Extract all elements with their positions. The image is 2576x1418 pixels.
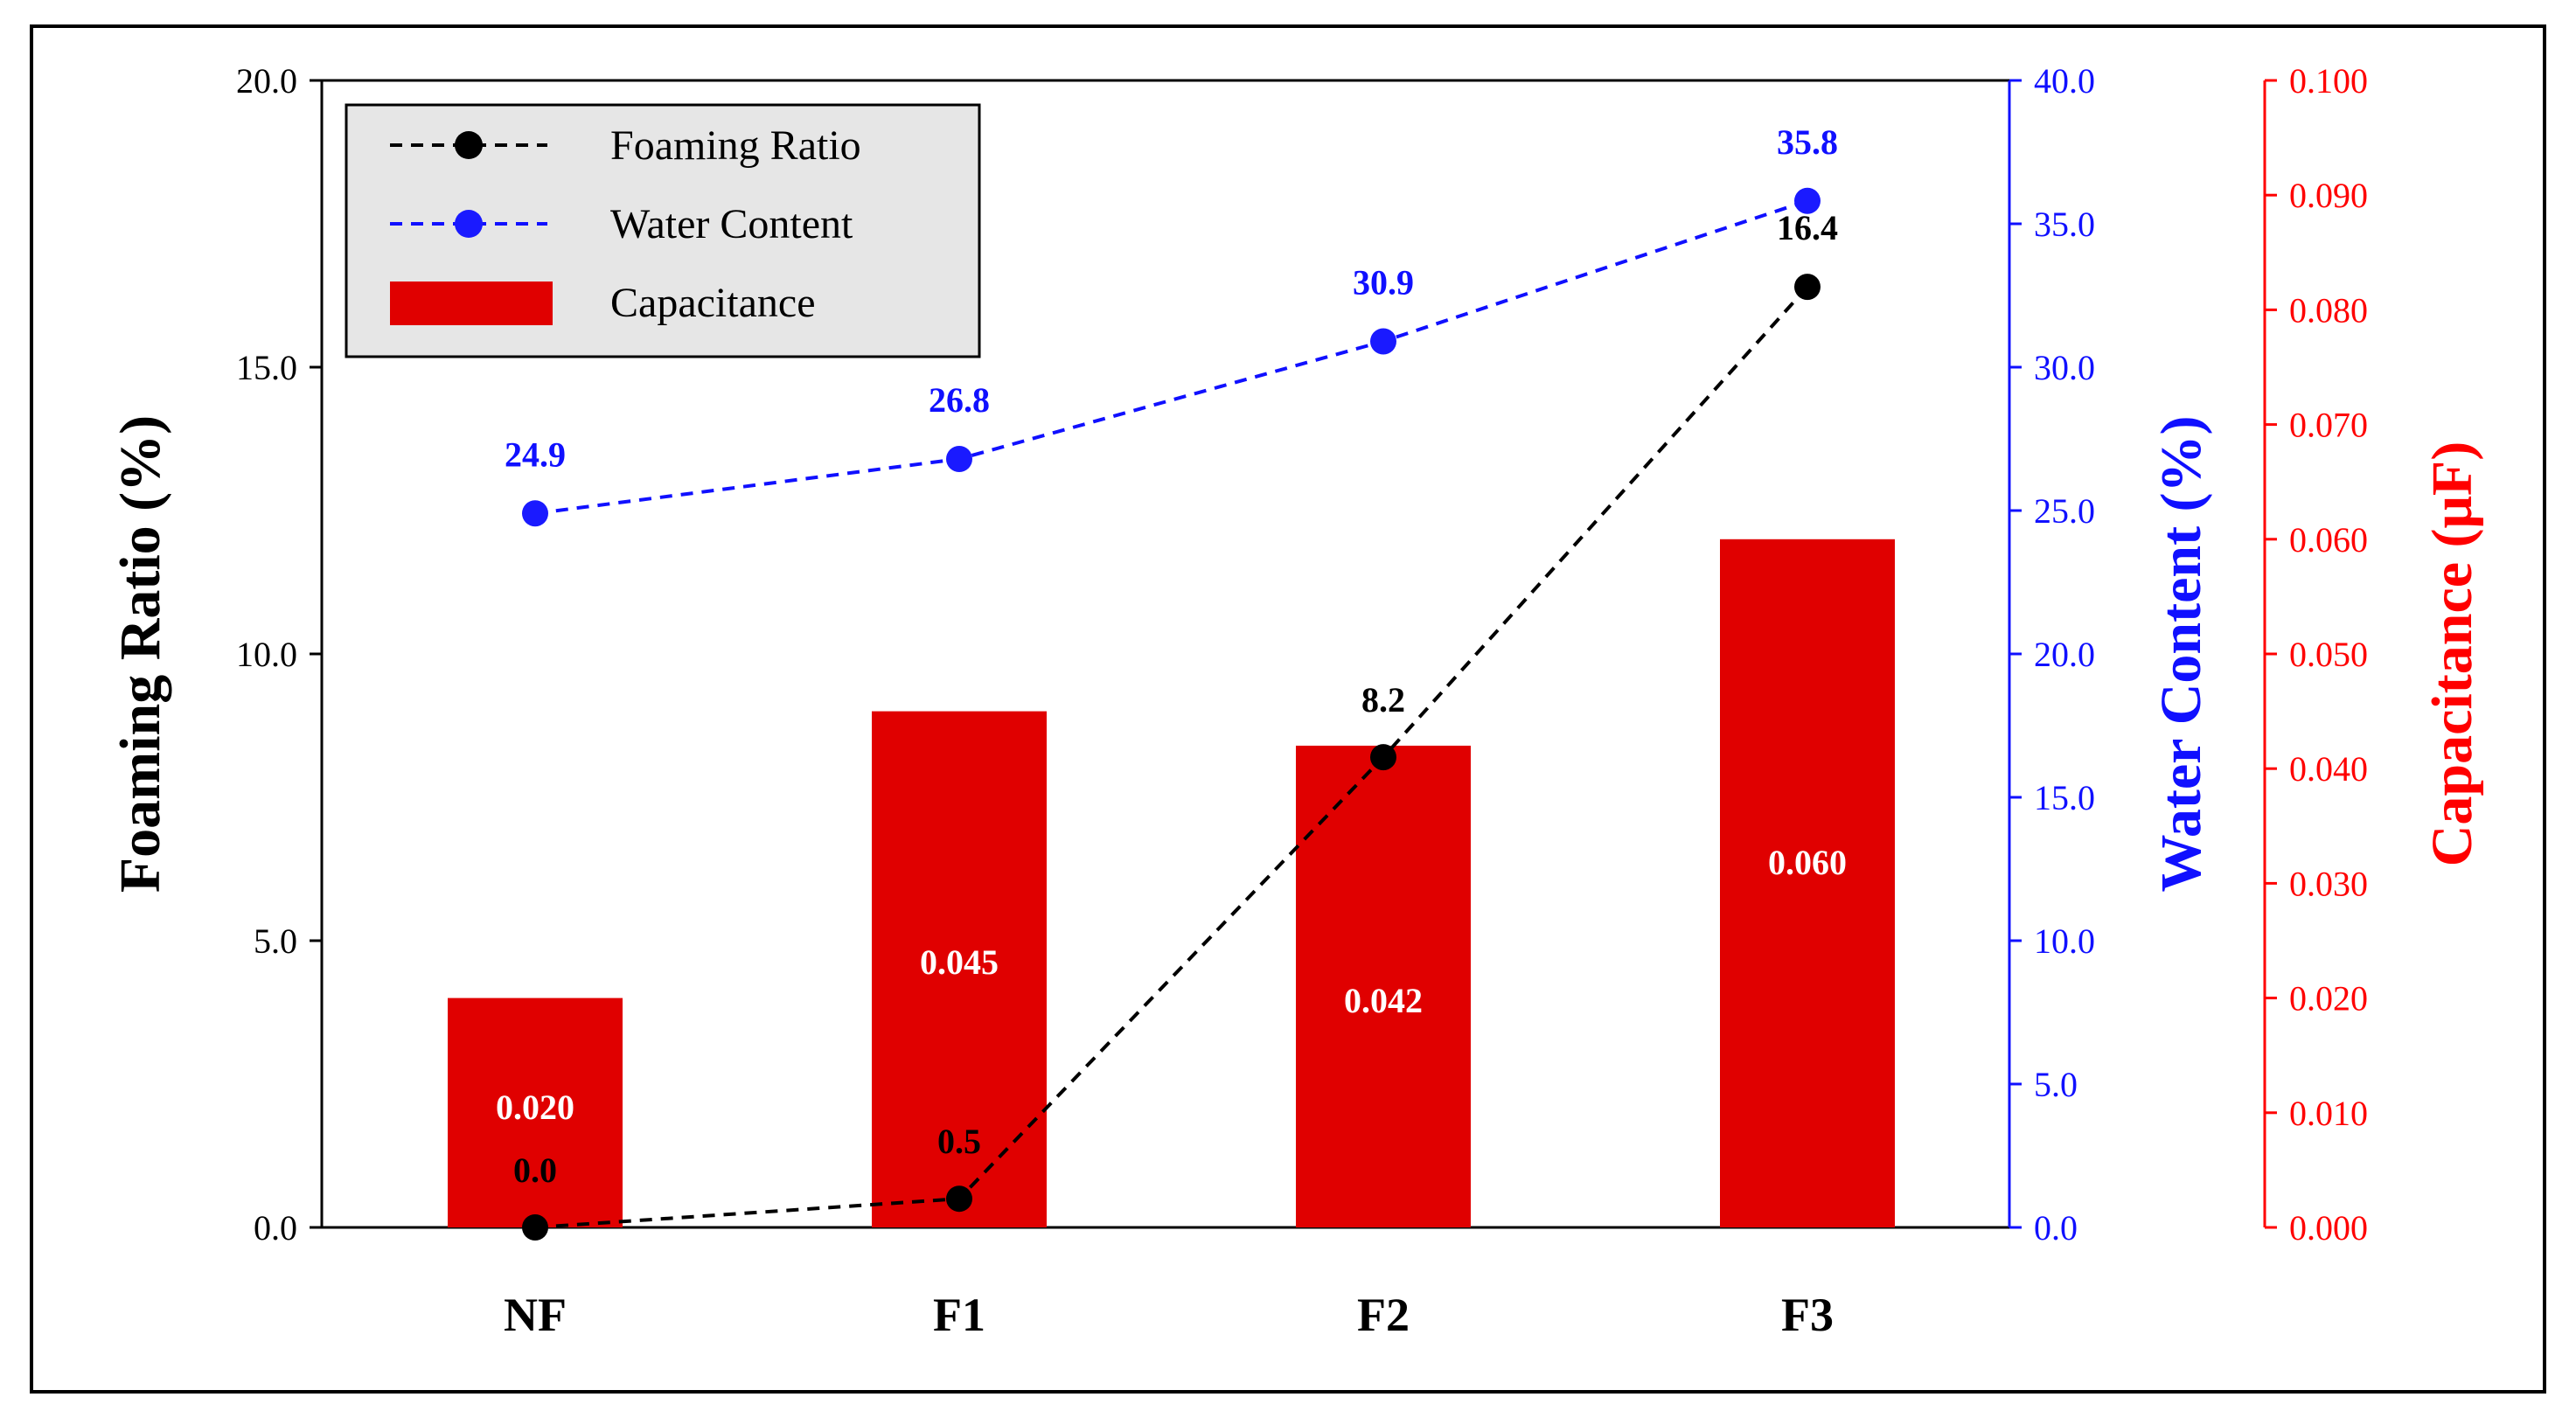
capacitance-axis-ticks: 0.000 0.010 0.020 0.030 0.040 0.050 0.060 0.070… bbox=[2265, 61, 2368, 1248]
water-axis-tick-label: 10.0 bbox=[2034, 921, 2095, 961]
legend-foaming-marker bbox=[455, 131, 483, 159]
foaming-ratio-label-nf: 0.0 bbox=[513, 1150, 557, 1190]
category-label-f1: F1 bbox=[933, 1289, 985, 1341]
capacitance-axis-tick-label: 0.060 bbox=[2289, 520, 2368, 560]
water-axis-tick-label: 30.0 bbox=[2034, 348, 2095, 387]
water-content-point-f2 bbox=[1370, 328, 1396, 355]
capacitance-label-f1: 0.045 bbox=[920, 942, 999, 982]
foaming-ratio-point-f1 bbox=[946, 1185, 972, 1213]
capacitance-axis-tick-label: 0.010 bbox=[2289, 1094, 2368, 1133]
capacitance-label-nf: 0.020 bbox=[496, 1088, 574, 1127]
capacitance-label-f3: 0.060 bbox=[1768, 843, 1847, 882]
water-content-label-f1: 26.8 bbox=[929, 380, 990, 420]
legend: Foaming Ratio Water Content Capacitance bbox=[345, 103, 981, 358]
capacitance-axis-tick-label: 0.000 bbox=[2289, 1208, 2368, 1248]
capacitance-bar-f2 bbox=[1296, 745, 1471, 1227]
capacitance-axis-tick-label: 0.070 bbox=[2289, 406, 2368, 445]
legend-water-marker bbox=[455, 210, 483, 238]
capacitance-bars bbox=[448, 539, 1895, 1227]
legend-capacitance-label: Capacitance bbox=[610, 280, 816, 326]
water-axis-tick-label: 25.0 bbox=[2034, 491, 2095, 531]
left-axis-title: Foaming Ratio (%) bbox=[108, 415, 172, 893]
foaming-ratio-line bbox=[534, 285, 1809, 1229]
water-axis-tick-label: 15.0 bbox=[2034, 778, 2095, 817]
legend-foaming-label: Foaming Ratio bbox=[610, 122, 861, 169]
left-axis-tick-label: 15.0 bbox=[236, 348, 297, 387]
left-axis-tick-label: 10.0 bbox=[236, 635, 297, 674]
water-content-point-f3 bbox=[1794, 187, 1821, 214]
data-labels: 0.020 0.045 0.042 0.060 24.9 26.8 30.9 35.8 0.0 0… bbox=[496, 122, 1847, 1190]
water-axis-tick-label: 40.0 bbox=[2034, 61, 2095, 101]
left-axis-tick-label: 0.0 bbox=[254, 1208, 297, 1248]
left-axis-tick-label: 20.0 bbox=[236, 61, 297, 101]
water-axis-tick-label: 5.0 bbox=[2034, 1065, 2078, 1104]
category-label-nf: NF bbox=[504, 1289, 567, 1341]
capacitance-axis-tick-label: 0.080 bbox=[2289, 290, 2368, 330]
water-axis-ticks: 0.0 5.0 10.0 15.0 20.0 25.0 30.0 35.0 40.0 bbox=[2009, 61, 2095, 1248]
category-label-f3: F3 bbox=[1781, 1289, 1834, 1341]
foaming-ratio-point-f3 bbox=[1794, 274, 1821, 301]
water-axis-tick-label: 0.0 bbox=[2034, 1208, 2078, 1248]
water-content-line bbox=[534, 198, 1808, 516]
water-axis-title: Water Content (%) bbox=[2149, 415, 2213, 892]
capacitance-axis-tick-label: 0.040 bbox=[2289, 749, 2368, 789]
series-lines bbox=[534, 198, 1809, 1229]
capacitance-label-f2: 0.042 bbox=[1344, 981, 1423, 1020]
capacitance-axis-tick-label: 0.050 bbox=[2289, 635, 2368, 674]
category-labels: NF F1 F2 F3 bbox=[504, 1289, 1834, 1341]
left-axis-ticks: 0.0 5.0 10.0 15.0 20.0 bbox=[236, 61, 322, 1248]
foaming-ratio-label-f3: 16.4 bbox=[1777, 208, 1838, 247]
series-markers bbox=[522, 187, 1821, 1241]
capacitance-axis-tick-label: 0.100 bbox=[2289, 61, 2368, 101]
foaming-ratio-label-f2: 8.2 bbox=[1361, 680, 1405, 719]
capacitance-bar-f1 bbox=[872, 711, 1047, 1227]
water-content-point-f1 bbox=[946, 445, 972, 472]
capacitance-axis-title: Capacitance (μF) bbox=[2420, 441, 2484, 866]
capacitance-axis-tick-label: 0.030 bbox=[2289, 864, 2368, 903]
capacitance-bar-f3 bbox=[1720, 539, 1895, 1227]
left-axis-tick-label: 5.0 bbox=[254, 921, 297, 961]
water-content-label-f3: 35.8 bbox=[1777, 122, 1838, 162]
water-content-label-nf: 24.9 bbox=[505, 434, 566, 474]
water-content-label-f2: 30.9 bbox=[1353, 262, 1414, 302]
water-content-point-nf bbox=[522, 500, 548, 527]
legend-capacitance-swatch bbox=[390, 282, 553, 325]
legend-water-label: Water Content bbox=[610, 201, 853, 247]
foaming-ratio-label-f1: 0.5 bbox=[937, 1122, 981, 1161]
capacitance-axis-tick-label: 0.090 bbox=[2289, 176, 2368, 215]
capacitance-bar-nf bbox=[448, 997, 623, 1227]
water-axis-tick-label: 20.0 bbox=[2034, 635, 2095, 674]
capacitance-axis-tick-label: 0.020 bbox=[2289, 979, 2368, 1018]
category-label-f2: F2 bbox=[1357, 1289, 1410, 1341]
foaming-ratio-point-f2 bbox=[1370, 744, 1396, 771]
water-axis-tick-label: 35.0 bbox=[2034, 205, 2095, 244]
foaming-ratio-point-nf bbox=[522, 1214, 548, 1241]
